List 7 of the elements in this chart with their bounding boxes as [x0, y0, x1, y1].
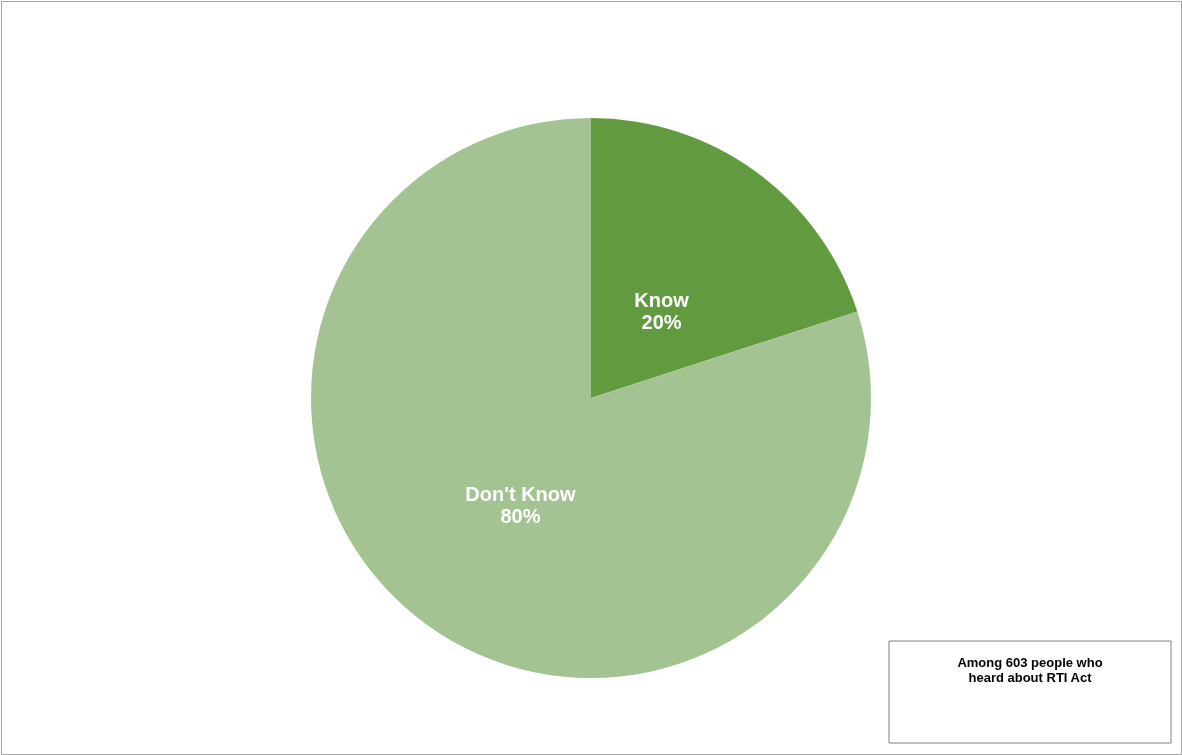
text: Among 603 people who heard about RTI Act — [957, 655, 1103, 685]
pie-slice — [311, 118, 871, 678]
data-label: 20% — [641, 310, 682, 333]
slice-label: Know — [634, 288, 690, 311]
pie-slice — [591, 118, 858, 398]
data-label: 80% — [500, 505, 541, 528]
slice-label: Don't Know — [465, 483, 577, 506]
